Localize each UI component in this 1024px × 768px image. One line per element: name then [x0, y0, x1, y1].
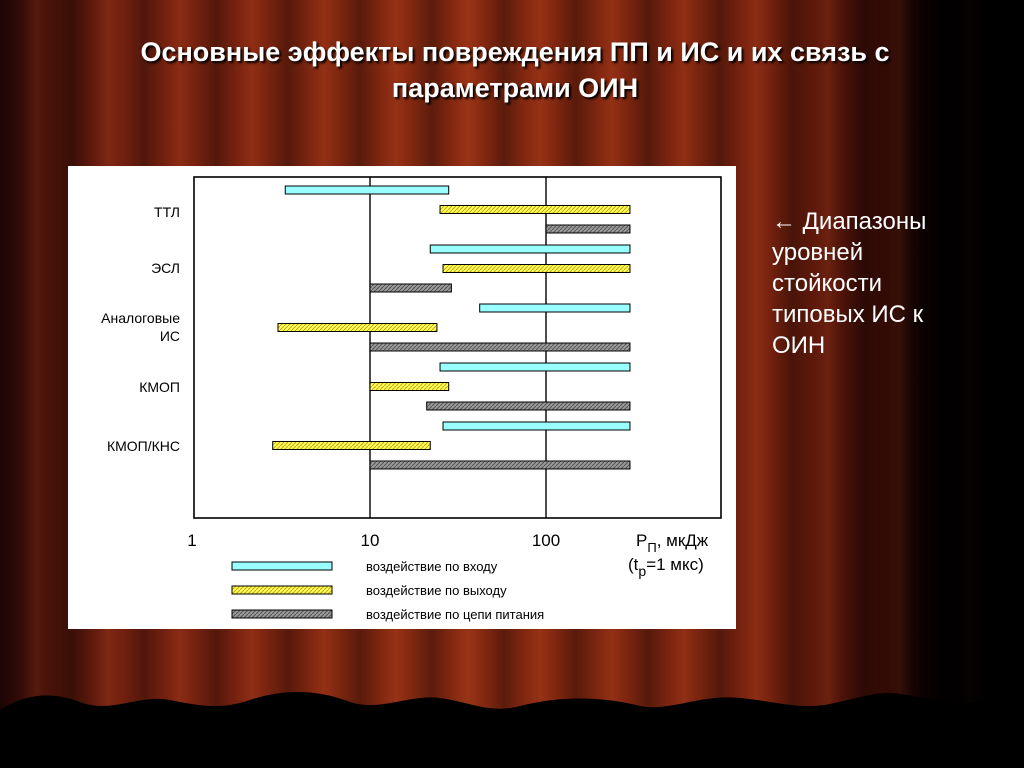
category-label: КМОП/КНС: [107, 438, 180, 454]
bar-power: [369, 460, 631, 470]
bar-input: [429, 244, 631, 254]
side-note: ← Диапазоны уровней стойкости типовых ИС…: [772, 208, 927, 359]
bar-input: [479, 303, 631, 313]
chart-panel: ТТЛ ЭСЛ Аналоговые ИС КМОП КМОП/КНС 1 10 100 РП, …: [68, 166, 736, 629]
x-axis-unit-label: РП, мкДж: [636, 531, 709, 555]
legend-label: воздействие по выходу: [366, 583, 507, 598]
bar-input: [439, 362, 631, 372]
legend-label: воздействие по входу: [366, 559, 498, 574]
curtain-shadow: [884, 0, 1024, 768]
bar-power: [426, 401, 631, 411]
bar-output: [439, 205, 631, 214]
x-tick-label: 1: [187, 531, 196, 550]
bar-power: [545, 224, 631, 234]
category-label: КМОП: [139, 379, 180, 395]
category-label: Аналоговые: [101, 310, 180, 326]
bar-power: [369, 342, 631, 352]
bar-power: [369, 283, 452, 293]
bar-output: [442, 264, 631, 273]
bar-output: [369, 382, 450, 391]
bar-output: [272, 441, 431, 450]
bar-range-chart: ТТЛ ЭСЛ Аналоговые ИС КМОП КМОП/КНС 1 10 100 РП, …: [101, 176, 722, 622]
category-label: ЭСЛ: [151, 260, 180, 276]
slide-title: Основные эффекты повреждения ПП и ИС и и…: [140, 37, 890, 103]
legend-swatch-power: [231, 609, 333, 619]
legend-label: воздействие по цепи питания: [366, 607, 544, 622]
bar-output: [277, 323, 438, 332]
legend-swatch-output: [231, 585, 333, 595]
legend-swatch-input: [231, 561, 333, 571]
curtain-valance: [0, 691, 1024, 768]
x-axis-note: (tp=1 мкс): [628, 555, 704, 579]
category-label: ТТЛ: [154, 204, 180, 220]
bar-input: [284, 185, 450, 195]
category-label: ИС: [160, 328, 180, 344]
plot-frame: [193, 176, 722, 519]
x-tick-label: 10: [361, 531, 380, 550]
x-tick-label: 100: [532, 531, 560, 550]
bar-input: [442, 421, 631, 431]
